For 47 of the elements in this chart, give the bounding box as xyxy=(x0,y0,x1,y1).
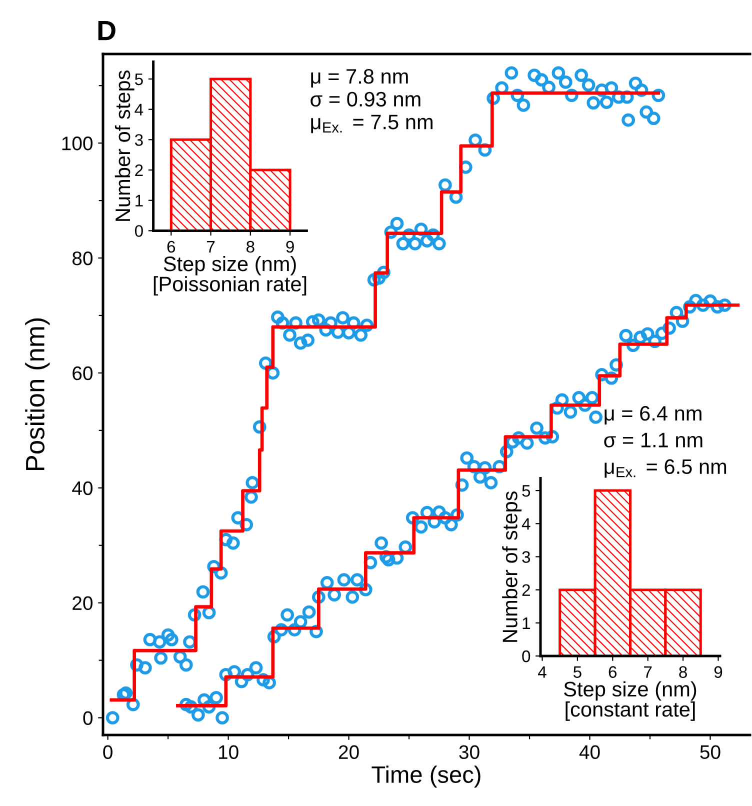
y-tick-label: 80 xyxy=(72,251,93,266)
x-axis-title: Step size (nm) [constant rate] xyxy=(564,681,696,721)
annotation: μ$_{Ex.}$ = 7.5 nm xyxy=(311,114,432,134)
annotation: μ = 7.8 nm xyxy=(311,69,408,88)
x-tick-label: 6 xyxy=(167,240,176,253)
x-tick-label: 9 xyxy=(714,666,722,678)
x-tick-label: 40 xyxy=(579,745,600,760)
x-axis-title: Step size (nm) [Poissonian rate] xyxy=(154,256,306,296)
y-tick-label: 1 xyxy=(136,194,143,206)
y-tick-label: 40 xyxy=(72,481,93,496)
y-tick-label: 5 xyxy=(134,74,143,86)
x-tick-label: 7 xyxy=(206,241,215,252)
y-tick-label: 4 xyxy=(522,518,530,530)
y-axis-title: Position (nm) xyxy=(25,318,50,470)
x-tick-label: 10 xyxy=(218,745,238,760)
y-tick-label: 2 xyxy=(522,584,530,596)
y-tick-label: 60 xyxy=(72,366,93,380)
y-tick-label: 0 xyxy=(522,650,530,662)
y-tick-label: 5 xyxy=(522,485,530,497)
y-tick-label: 20 xyxy=(72,596,93,610)
y-tick-label: 0 xyxy=(134,225,143,237)
x-tick-label: 0 xyxy=(103,745,112,760)
y-tick-label: 2 xyxy=(135,164,143,176)
x-tick-label: 4 xyxy=(538,666,546,678)
y-tick-label: 3 xyxy=(522,551,530,563)
x-tick-label: 7 xyxy=(644,666,652,678)
y-tick-label: 1 xyxy=(522,617,530,629)
y-tick-label: 0 xyxy=(83,711,93,725)
y-tick-label: 4 xyxy=(134,104,144,116)
chart-title: D xyxy=(98,21,116,40)
x-tick-label: 50 xyxy=(700,745,720,760)
y-axis-title: Number of steps xyxy=(502,491,522,642)
x-tick-label: 8 xyxy=(246,240,254,253)
y-tick-label: 100 xyxy=(62,136,93,150)
annotation: μ$_{Ex.}$ = 6.5 nm xyxy=(604,459,726,478)
annotation: μ = 6.4 nm xyxy=(604,406,702,425)
x-tick-label: 20 xyxy=(338,745,359,760)
y-tick-label: 3 xyxy=(134,134,143,146)
x-tick-label: 5 xyxy=(573,666,582,678)
annotation: σ = 1.1 nm xyxy=(604,432,702,448)
x-tick-label: 9 xyxy=(286,240,294,253)
x-tick-label: 30 xyxy=(459,745,480,760)
y-axis-title: Number of steps xyxy=(114,70,134,221)
x-tick-label: 6 xyxy=(608,666,617,678)
x-tick-label: 8 xyxy=(679,666,687,678)
annotation: σ = 0.93 nm xyxy=(310,92,420,107)
x-axis-title: Time (sec) xyxy=(372,766,480,788)
